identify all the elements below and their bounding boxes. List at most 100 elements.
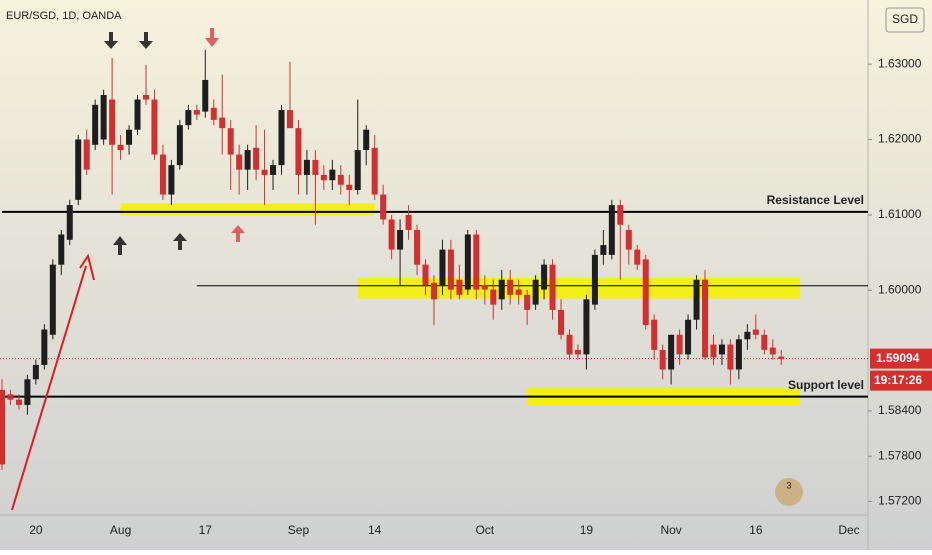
- candle-body: [270, 165, 277, 175]
- candle-body: [405, 214, 412, 230]
- candle-body: [507, 279, 514, 295]
- badge[interactable]: 3: [786, 480, 791, 490]
- x-tick-label: Aug: [110, 523, 131, 537]
- currency-box[interactable]: [885, 7, 925, 33]
- currency[interactable]: SGD: [892, 12, 918, 26]
- x-tick-label: 20: [29, 523, 43, 537]
- candle-body: [752, 329, 759, 335]
- candle-body: [261, 169, 268, 175]
- y-tick-label: 1.62000: [878, 132, 922, 146]
- candle-body: [600, 245, 607, 255]
- candle-body: [574, 349, 581, 355]
- candle-body: [727, 344, 734, 370]
- price-tag-label: 1.59094: [876, 351, 920, 365]
- down-arrow: [139, 32, 153, 49]
- y-tick-label: 1.63000: [878, 56, 922, 70]
- candle-body: [524, 294, 531, 310]
- candle-body: [473, 234, 480, 290]
- candle-body: [769, 347, 776, 355]
- candle-body: [414, 229, 421, 265]
- candle-body: [498, 279, 505, 300]
- x-tick-label: Oct: [475, 523, 494, 537]
- candle-body: [668, 334, 675, 370]
- candle-body: [642, 259, 649, 325]
- candle-body: [761, 334, 768, 350]
- candle-body: [286, 110, 293, 129]
- down-arrow-red: [205, 28, 219, 47]
- candle-body: [100, 95, 107, 140]
- level-label: Resistance Level: [767, 193, 864, 207]
- candle-body: [176, 125, 183, 166]
- candle-body: [92, 104, 99, 145]
- trend-arrow-head: [79, 253, 95, 281]
- candle-body: [134, 99, 141, 130]
- candle-body: [388, 219, 395, 250]
- y-tick-label: 1.58400: [878, 403, 922, 417]
- up-arrow: [173, 233, 187, 250]
- candle-body: [168, 165, 175, 195]
- level-label: Support level: [788, 378, 864, 392]
- candle-body: [75, 139, 82, 200]
- candle-body: [676, 334, 683, 355]
- candle-body: [430, 282, 437, 300]
- candle-body: [735, 339, 742, 370]
- candle-body: [549, 264, 556, 310]
- candle-body: [253, 147, 260, 170]
- candle-body: [219, 117, 226, 129]
- up-arrow-red: [231, 225, 245, 242]
- x-tick-label: 17: [199, 523, 213, 537]
- candle-body: [83, 139, 90, 170]
- x-tick-label: Nov: [660, 523, 681, 537]
- annotations: [11, 28, 245, 511]
- candle-body: [7, 394, 14, 400]
- x-tick-label: 14: [368, 523, 382, 537]
- candle-body: [303, 159, 310, 175]
- candle-body: [32, 364, 39, 380]
- candle-body: [41, 329, 48, 365]
- candle-body: [193, 110, 200, 115]
- candle-body: [591, 254, 598, 305]
- candle-body: [464, 234, 471, 290]
- candle-body: [354, 150, 361, 191]
- candle-body: [312, 159, 319, 175]
- candle-body: [541, 264, 548, 290]
- candle-body: [456, 279, 463, 295]
- candle-body: [24, 379, 31, 405]
- badge-icon[interactable]: [775, 478, 803, 506]
- candle-body: [363, 129, 370, 151]
- countdown-tag: [870, 370, 932, 391]
- candle-body: [151, 99, 158, 155]
- candle-body: [210, 107, 217, 120]
- candle-body: [481, 285, 488, 290]
- candle-body: [320, 174, 327, 181]
- trend-arrow: [11, 265, 87, 511]
- chart-title: EUR/SGD, 1D, OANDA: [6, 10, 122, 22]
- candle-body: [693, 279, 700, 320]
- x-tick-label: 19: [580, 523, 594, 537]
- candle-body: [710, 344, 717, 358]
- candle-body: [66, 205, 73, 240]
- down-arrow: [104, 32, 118, 49]
- x-tick-label: Sep: [288, 523, 310, 537]
- candle-body: [490, 289, 497, 305]
- candle-body: [346, 184, 353, 191]
- candle-body: [634, 249, 641, 265]
- y-tick-label: 1.61000: [878, 207, 922, 221]
- candle-body: [236, 154, 243, 170]
- candle-body: [608, 205, 615, 255]
- candle-body: [49, 264, 56, 335]
- y-tick-label: 1.60000: [878, 282, 922, 296]
- candle-body: [278, 110, 285, 166]
- plot: [0, 49, 868, 470]
- candle-body: [685, 319, 692, 355]
- up-arrow: [113, 236, 127, 255]
- candle-body: [244, 150, 251, 170]
- y-tick-label: 1.57800: [878, 448, 922, 462]
- candle-body: [185, 110, 192, 126]
- candle-body: [659, 349, 666, 370]
- candle-body: [439, 249, 446, 286]
- candle-body: [329, 169, 336, 181]
- candle-body: [0, 389, 5, 465]
- candle-body: [422, 264, 429, 286]
